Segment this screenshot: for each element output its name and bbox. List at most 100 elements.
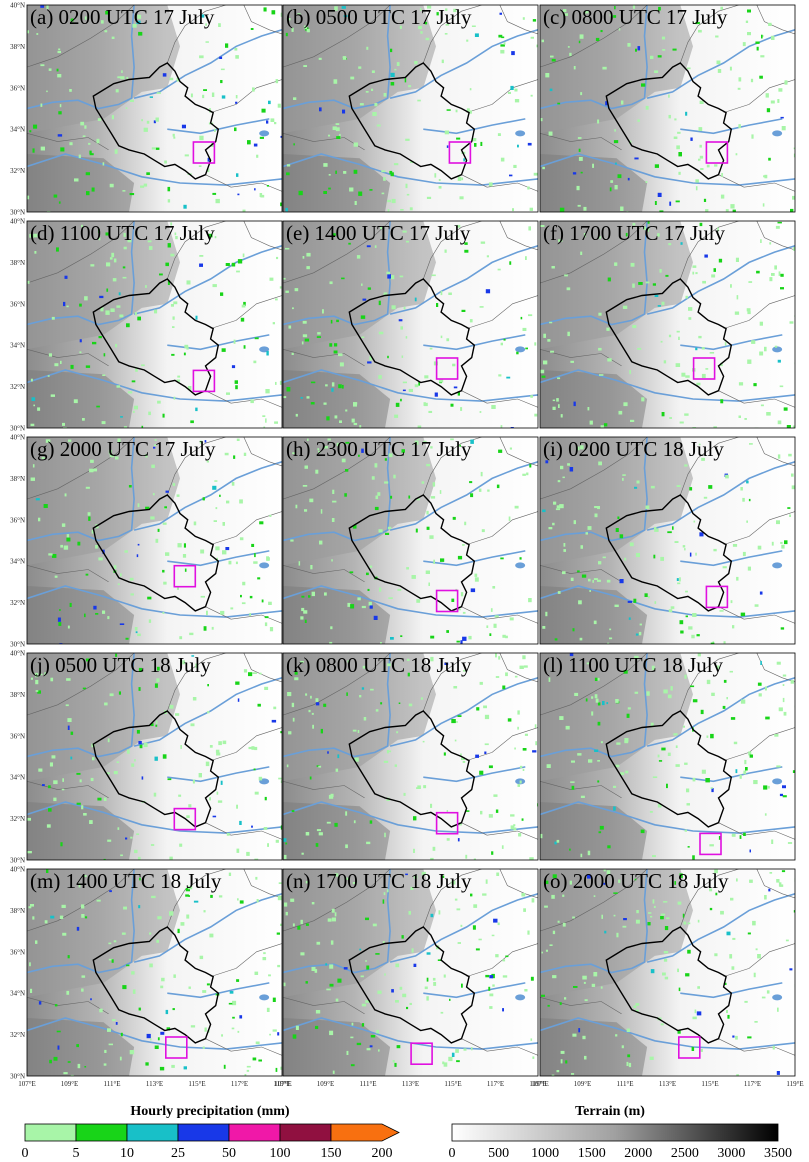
precip-cell bbox=[598, 236, 601, 239]
precip-cell bbox=[473, 858, 476, 860]
precip-cell bbox=[760, 404, 764, 407]
province-border bbox=[27, 997, 109, 1015]
precip-cell bbox=[699, 155, 704, 159]
terrain-colorbar-tick: 2500 bbox=[671, 1146, 699, 1161]
precip-cell bbox=[247, 140, 251, 145]
precip-cell bbox=[689, 487, 693, 491]
river bbox=[646, 893, 795, 963]
province-border bbox=[210, 727, 282, 761]
precip-cell bbox=[696, 382, 701, 386]
precip-cell bbox=[485, 289, 491, 294]
precip-cell bbox=[603, 869, 606, 872]
precip-cell bbox=[360, 975, 364, 978]
precip-cell bbox=[557, 480, 561, 483]
precip-cell bbox=[397, 588, 402, 591]
precip-cell bbox=[647, 227, 650, 232]
y-tick-label: 40°N bbox=[10, 434, 25, 442]
precip-cell bbox=[495, 653, 497, 658]
precip-cell bbox=[378, 529, 383, 533]
precip-cell bbox=[461, 983, 463, 988]
precip-cell bbox=[237, 259, 243, 264]
precip-cell bbox=[609, 187, 612, 192]
precip-cell bbox=[541, 994, 545, 997]
precip-cell bbox=[159, 1066, 165, 1071]
precip-cell bbox=[594, 694, 598, 699]
precip-cell bbox=[544, 905, 548, 908]
precip-cell bbox=[586, 662, 591, 665]
precip-cell bbox=[335, 170, 337, 174]
precip-cell bbox=[687, 922, 691, 925]
precip-cell bbox=[534, 724, 537, 728]
precip-cell bbox=[234, 47, 238, 51]
precip-cell bbox=[61, 523, 66, 527]
precip-cell bbox=[167, 186, 171, 192]
province-border bbox=[680, 437, 739, 496]
precip-cell bbox=[291, 810, 295, 812]
precip-cell bbox=[632, 283, 635, 288]
precip-cell bbox=[280, 731, 282, 734]
precip-cell bbox=[657, 754, 660, 758]
precip-cell bbox=[711, 274, 716, 278]
precip-cell bbox=[585, 532, 588, 535]
precip-cell bbox=[684, 413, 689, 416]
precip-cell bbox=[384, 481, 389, 484]
precip-cell bbox=[365, 1000, 370, 1003]
precip-cell bbox=[550, 350, 554, 353]
precip-cell bbox=[401, 355, 404, 358]
precip-cell bbox=[542, 166, 545, 170]
precip-cell bbox=[738, 415, 741, 418]
precip-cell bbox=[714, 164, 718, 167]
precip-cell bbox=[188, 895, 190, 897]
precip-cell bbox=[636, 480, 640, 484]
precip-cell bbox=[105, 10, 109, 15]
precip-cell bbox=[335, 998, 339, 1002]
precip-cell bbox=[405, 336, 408, 339]
precip-cell bbox=[40, 146, 45, 151]
precip-cell bbox=[409, 1002, 412, 1005]
precip-cell bbox=[469, 319, 473, 323]
precip-cell bbox=[256, 899, 259, 903]
precip-cell bbox=[165, 552, 170, 556]
precip-cell bbox=[332, 489, 335, 494]
precip-cell bbox=[598, 831, 602, 834]
precip-cell bbox=[341, 458, 346, 463]
precip-cell bbox=[387, 209, 390, 212]
precip-cell bbox=[217, 800, 223, 803]
precip-cell bbox=[676, 485, 681, 487]
precip-cell bbox=[542, 509, 546, 513]
precip-cell bbox=[315, 702, 320, 706]
precip-cell bbox=[524, 989, 528, 992]
precip-cell bbox=[430, 803, 433, 808]
province-border bbox=[461, 822, 538, 840]
precip-cell bbox=[400, 635, 403, 637]
precip-cell bbox=[737, 87, 741, 90]
precip-cell bbox=[489, 1006, 493, 1009]
precip-cell bbox=[692, 265, 697, 268]
precip-cell bbox=[697, 986, 700, 989]
precip-cell bbox=[699, 144, 702, 148]
precip-cell bbox=[59, 643, 63, 644]
precip-cell bbox=[534, 413, 538, 417]
precip-cell bbox=[187, 885, 193, 890]
precip-cell bbox=[80, 121, 85, 126]
precip-cell bbox=[790, 680, 794, 684]
precip-cell bbox=[171, 1064, 175, 1068]
precip-cell bbox=[88, 142, 91, 145]
precip-cell bbox=[251, 746, 255, 750]
precip-cell bbox=[456, 137, 461, 140]
precip-cell bbox=[564, 997, 567, 1000]
precip-cell bbox=[546, 764, 551, 768]
precip-cell bbox=[162, 413, 165, 418]
precip-cell bbox=[722, 566, 727, 569]
precip-cell bbox=[102, 162, 105, 166]
precip-cell bbox=[592, 163, 594, 168]
river bbox=[646, 677, 795, 747]
precip-cell bbox=[205, 41, 209, 43]
terrain-colorbar-tick: 3000 bbox=[717, 1146, 745, 1161]
precip-cell bbox=[193, 521, 197, 526]
precip-cell bbox=[645, 105, 649, 110]
precip-cell bbox=[736, 1074, 739, 1076]
precip-cell bbox=[736, 576, 739, 581]
precip-cell bbox=[374, 245, 377, 248]
precip-cell bbox=[234, 380, 238, 384]
